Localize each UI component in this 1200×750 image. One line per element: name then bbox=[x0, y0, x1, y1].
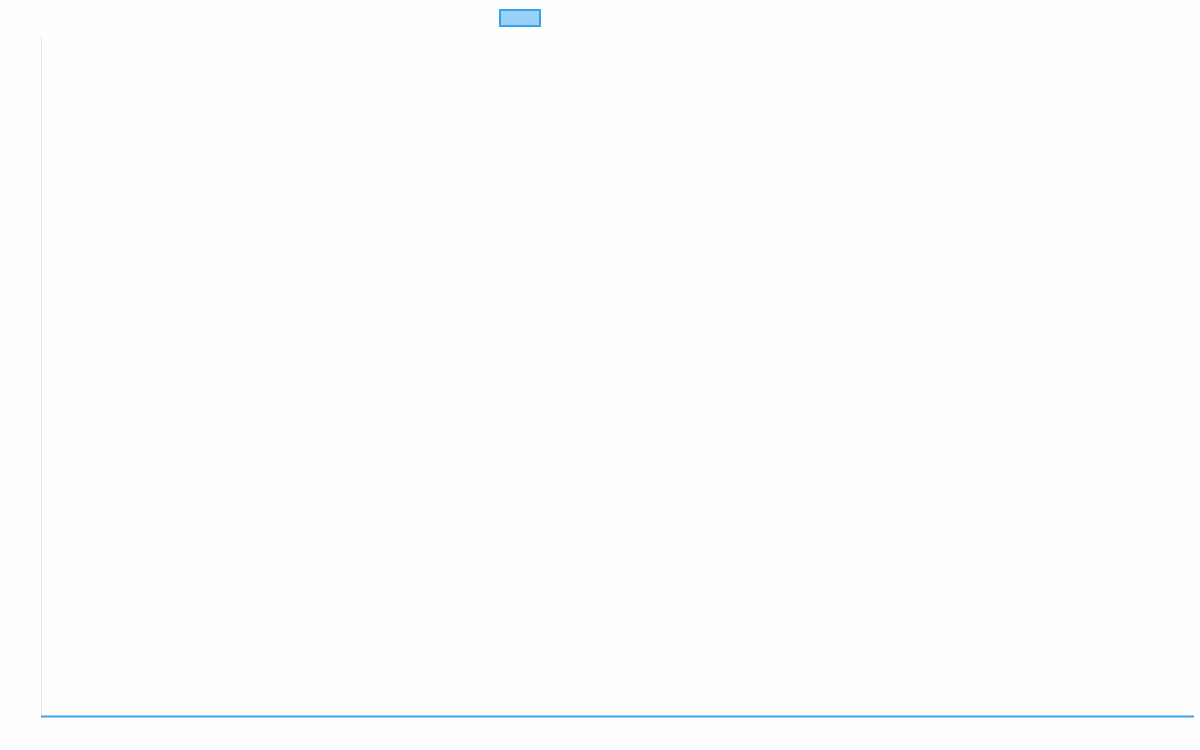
legend-swatch[interactable] bbox=[499, 9, 541, 27]
legend[interactable] bbox=[499, 9, 541, 27]
